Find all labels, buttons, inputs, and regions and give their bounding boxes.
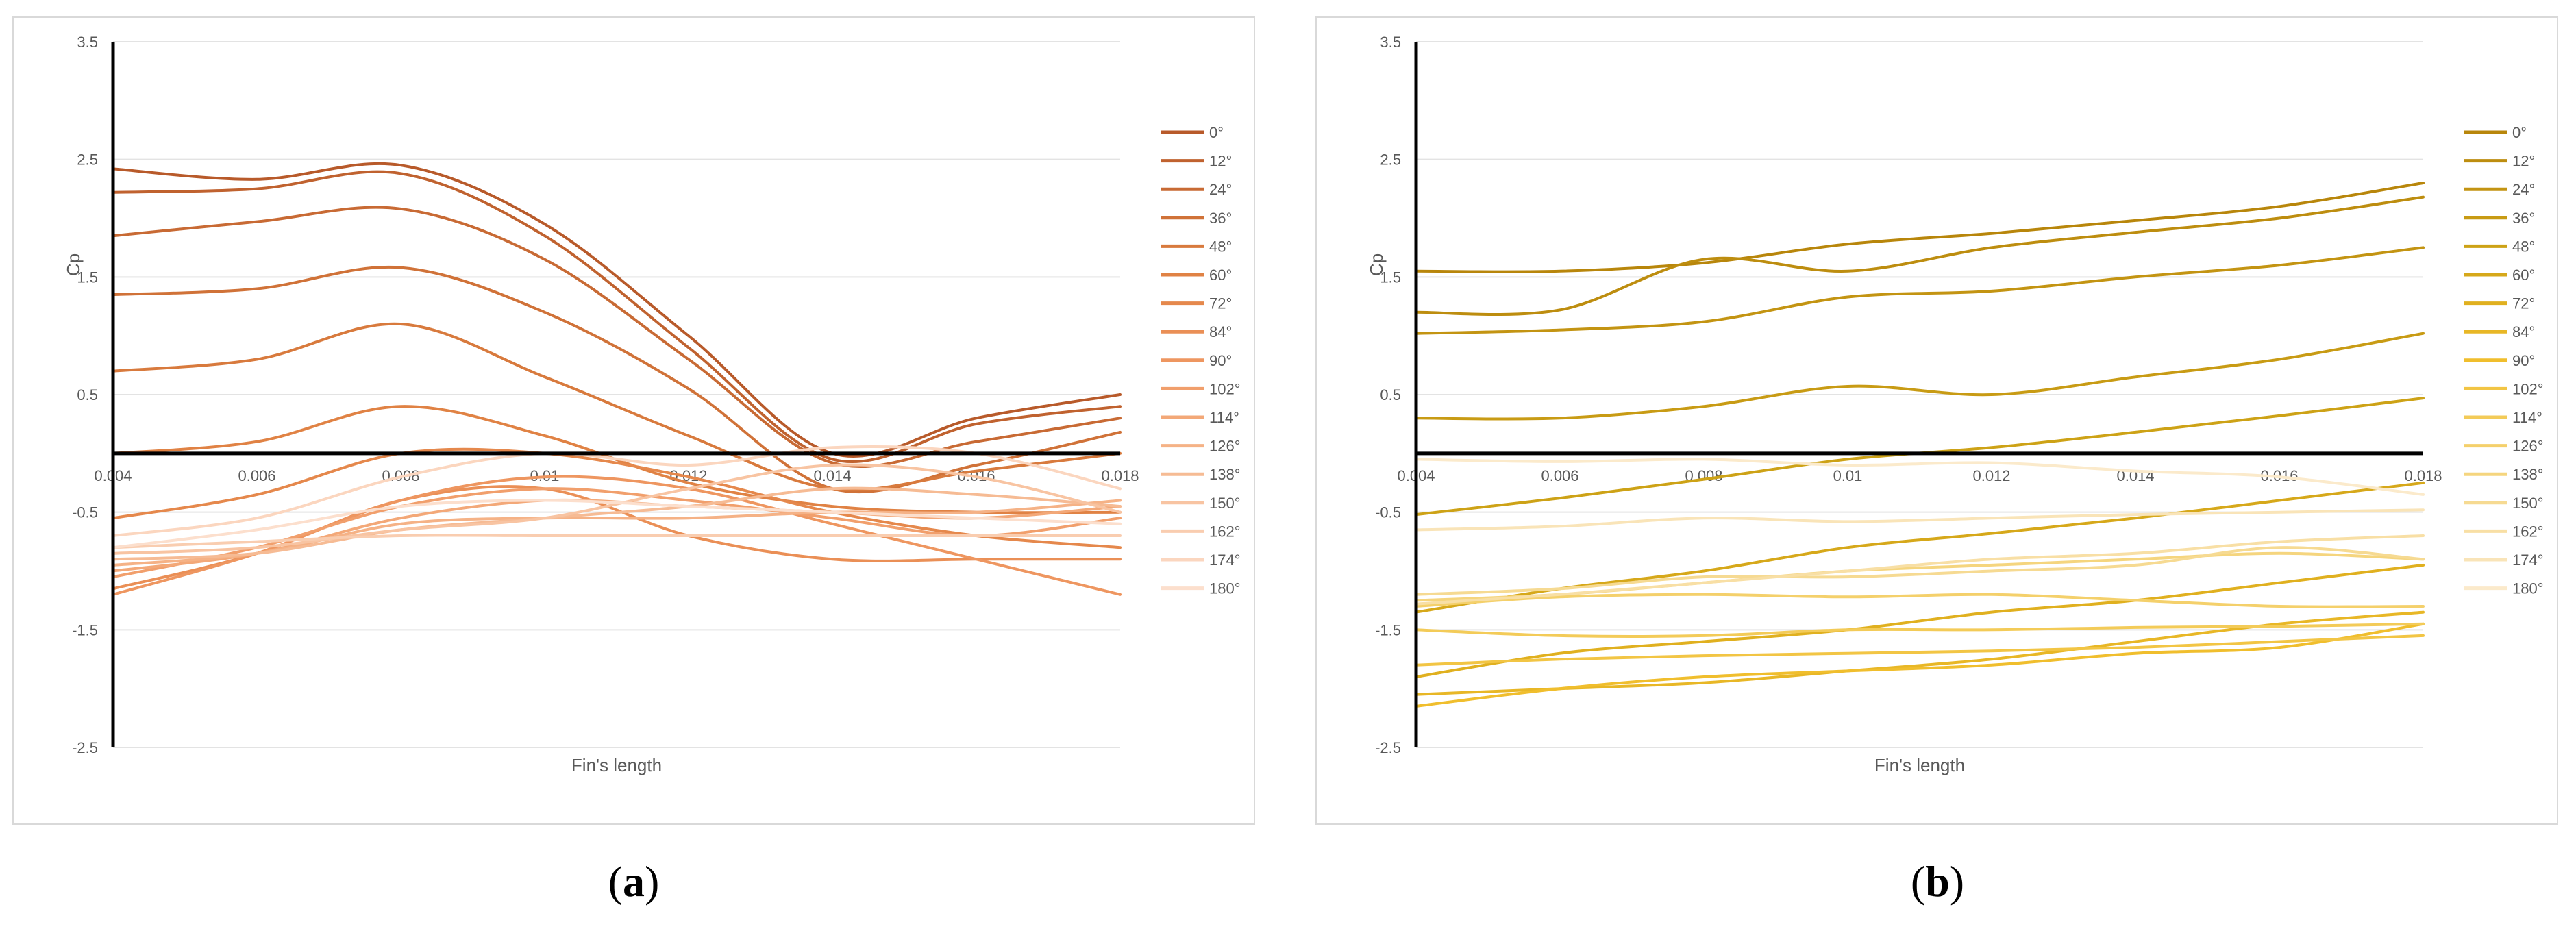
y-tick-label: -0.5 — [72, 504, 98, 521]
series-line-b-2 — [1415, 246, 2425, 335]
series-line-a-1 — [112, 170, 1122, 464]
x-tick-label: 0.01 — [1833, 467, 1863, 484]
legend-label: 162° — [2512, 523, 2544, 540]
y-tick-label: 2.5 — [77, 151, 98, 169]
x-tick-label: 0.012 — [1972, 467, 2010, 484]
legend-label: 150° — [2512, 495, 2544, 512]
y-tick-label: 0.5 — [77, 386, 98, 404]
legend-label: 0° — [2512, 124, 2527, 141]
series-line-b-14 — [1415, 534, 2425, 606]
legend-label: 12° — [1209, 153, 1232, 170]
y-tick-label: -1.5 — [1375, 621, 1401, 638]
legend-label: 12° — [2512, 153, 2535, 170]
legend-label: 90° — [1209, 352, 1232, 369]
x-axis-title: Fin's length — [571, 755, 662, 775]
legend-label: 60° — [1209, 266, 1232, 284]
y-tick-label: 2.5 — [1380, 151, 1401, 169]
legend-label: 162° — [1209, 523, 1241, 540]
series-line-b-8 — [1415, 622, 2425, 708]
legend-label: 0° — [1209, 124, 1224, 141]
series-line-b-9 — [1415, 634, 2425, 667]
y-tick-label: 1.5 — [77, 269, 98, 286]
y-tick-label: 3.5 — [77, 34, 98, 51]
chart-panel-a: 3.52.51.50.5-0.5-1.5-2.50.0040.0060.0080… — [12, 16, 1255, 825]
legend-label: 60° — [2512, 266, 2535, 284]
legend-label: 102° — [2512, 380, 2544, 397]
y-tick-label: -2.5 — [1375, 739, 1401, 756]
legend-label: 72° — [1209, 295, 1232, 312]
series-line-b-3 — [1415, 332, 2425, 421]
y-tick-label: -1.5 — [72, 621, 98, 638]
series-line-a-8 — [112, 475, 1122, 596]
legend-label: 126° — [2512, 438, 2544, 455]
x-tick-label: 0.018 — [1101, 467, 1139, 484]
series-line-a-6 — [112, 447, 1122, 549]
legend-label: 48° — [1209, 238, 1232, 255]
legend-label: 48° — [2512, 238, 2535, 255]
y-tick-label: -2.5 — [72, 739, 98, 756]
x-tick-label: 0.006 — [238, 467, 275, 484]
y-axis-title: Cp — [63, 253, 84, 276]
legend-label: 36° — [2512, 210, 2535, 227]
series-line-a-2 — [112, 206, 1122, 469]
series-line-b-11 — [1415, 593, 2425, 608]
series-line-b-16 — [1415, 458, 2425, 496]
chart-b-svg: 3.52.51.50.5-0.5-1.5-2.50.0040.0060.0080… — [1366, 34, 2544, 775]
legend-label: 174° — [2512, 551, 2544, 569]
x-tick-label: 0.014 — [813, 467, 851, 484]
legend-label: 36° — [1209, 210, 1232, 227]
legend-label: 180° — [1209, 580, 1241, 597]
legend-label: 150° — [1209, 495, 1241, 512]
series-line-a-15 — [112, 445, 1122, 537]
series-line-b-6 — [1415, 563, 2425, 678]
series-line-a-0 — [112, 162, 1122, 458]
y-axis-title: Cp — [1366, 253, 1387, 276]
series-line-b-4 — [1415, 397, 2425, 517]
legend-label: 126° — [1209, 438, 1241, 455]
series-line-a-4 — [112, 322, 1122, 492]
series-line-b-15 — [1415, 508, 2425, 532]
legend-label: 180° — [2512, 580, 2544, 597]
legend-label: 24° — [2512, 181, 2535, 198]
legend-label: 24° — [1209, 181, 1232, 198]
x-tick-label: 0.018 — [2404, 467, 2442, 484]
series-line-b-13 — [1415, 546, 2425, 596]
series-line-a-12 — [112, 486, 1122, 561]
legend-label: 84° — [1209, 323, 1232, 340]
x-tick-label: 0.006 — [1541, 467, 1578, 484]
series-line-b-10 — [1415, 622, 2425, 638]
y-tick-label: 0.5 — [1380, 386, 1401, 404]
y-tick-label: 3.5 — [1380, 34, 1401, 51]
caption-a: (a) — [608, 857, 660, 906]
legend-label: 174° — [1209, 551, 1241, 569]
x-axis-title: Fin's length — [1874, 755, 1965, 775]
legend-label: 114° — [1209, 409, 1239, 426]
legend-label: 102° — [1209, 380, 1241, 397]
caption-b: (b) — [1910, 857, 1965, 906]
legend-label: 84° — [2512, 323, 2535, 340]
y-tick-label: 1.5 — [1380, 269, 1401, 286]
series-line-a-13 — [112, 463, 1122, 555]
legend-label: 138° — [1209, 466, 1241, 483]
series-line-a-3 — [112, 265, 1122, 494]
series-line-a-14 — [112, 534, 1122, 549]
y-tick-label: -0.5 — [1375, 504, 1401, 521]
chart-panel-b: 3.52.51.50.5-0.5-1.5-2.50.0040.0060.0080… — [1315, 16, 2558, 825]
legend-label: 72° — [2512, 295, 2535, 312]
legend-label: 90° — [2512, 352, 2535, 369]
series-line-b-1 — [1415, 195, 2425, 316]
chart-a-svg: 3.52.51.50.5-0.5-1.5-2.50.0040.0060.0080… — [63, 34, 1241, 775]
legend-label: 138° — [2512, 466, 2544, 483]
legend-label: 114° — [2512, 409, 2542, 426]
series-line-a-16 — [112, 499, 1122, 549]
series-line-b-0 — [1415, 182, 2425, 273]
